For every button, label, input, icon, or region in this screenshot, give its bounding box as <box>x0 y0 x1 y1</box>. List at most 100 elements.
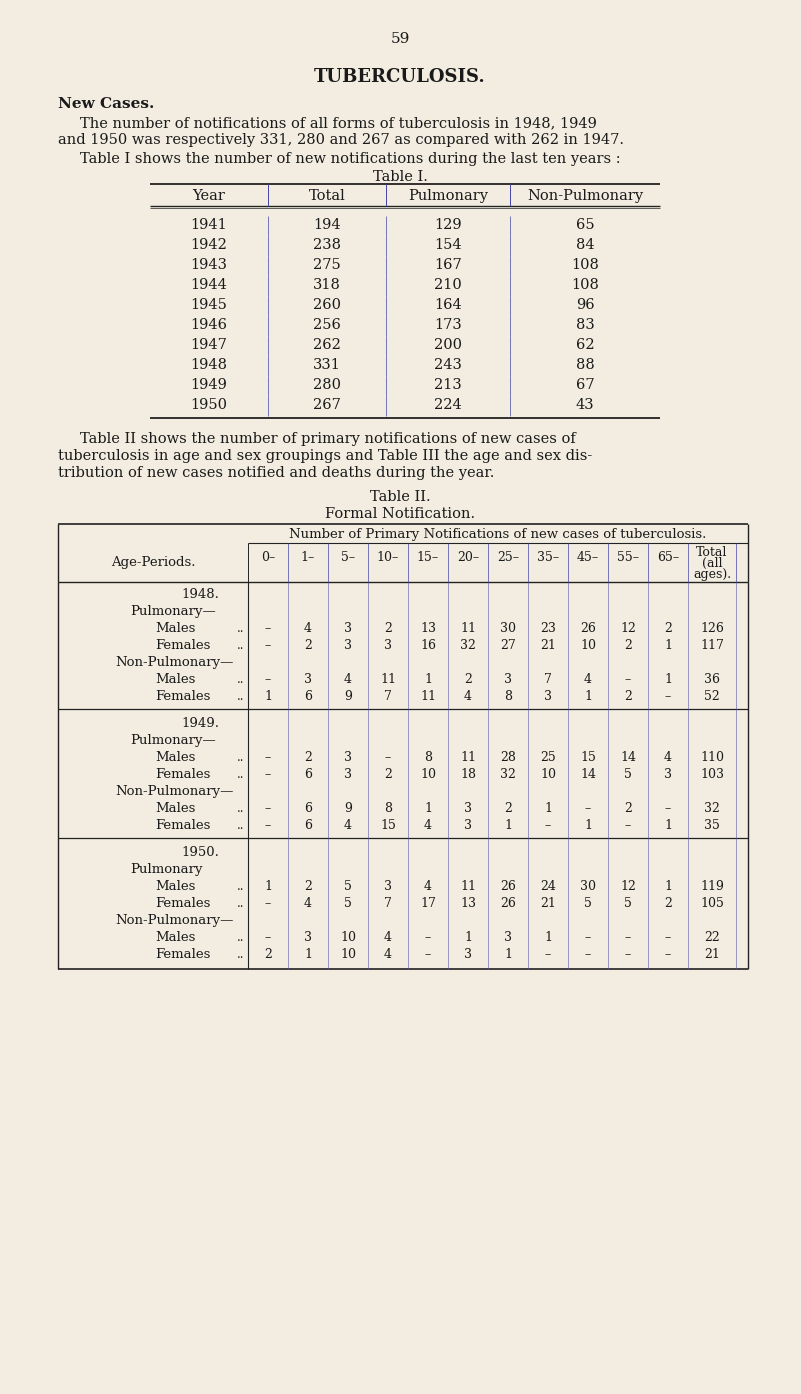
Text: 167: 167 <box>434 258 462 272</box>
Text: –: – <box>425 948 431 960</box>
Text: 0–: 0– <box>261 551 275 565</box>
Text: 5: 5 <box>624 896 632 910</box>
Text: 12: 12 <box>620 622 636 636</box>
Text: Non-Pulmonary—: Non-Pulmonary— <box>115 785 233 797</box>
Text: –: – <box>625 948 631 960</box>
Text: 1: 1 <box>424 673 432 686</box>
Text: 238: 238 <box>313 238 341 252</box>
Text: Males: Males <box>155 673 195 686</box>
Text: –: – <box>384 751 391 764</box>
Text: 9: 9 <box>344 690 352 703</box>
Text: 65: 65 <box>576 217 594 231</box>
Text: 3: 3 <box>304 673 312 686</box>
Text: 7: 7 <box>544 673 552 686</box>
Text: 1: 1 <box>664 880 672 894</box>
Text: 24: 24 <box>540 880 556 894</box>
Text: –: – <box>585 948 591 960</box>
Text: 173: 173 <box>434 318 462 332</box>
Text: 126: 126 <box>700 622 724 636</box>
Text: 52: 52 <box>704 690 720 703</box>
Text: 3: 3 <box>464 802 472 815</box>
Text: 1: 1 <box>664 820 672 832</box>
Text: 17: 17 <box>420 896 436 910</box>
Text: 3: 3 <box>384 880 392 894</box>
Text: 8: 8 <box>424 751 432 764</box>
Text: 25: 25 <box>540 751 556 764</box>
Text: Males: Males <box>155 751 195 764</box>
Text: Pulmonary—: Pulmonary— <box>130 735 215 747</box>
Text: 7: 7 <box>384 896 392 910</box>
Text: 3: 3 <box>344 638 352 652</box>
Text: –: – <box>545 820 551 832</box>
Text: Non-Pulmonary: Non-Pulmonary <box>527 190 643 204</box>
Text: 10: 10 <box>540 768 556 781</box>
Text: 21: 21 <box>540 638 556 652</box>
Text: 3: 3 <box>544 690 552 703</box>
Text: 5: 5 <box>624 768 632 781</box>
Text: Non-Pulmonary—: Non-Pulmonary— <box>115 914 233 927</box>
Text: ..: .. <box>237 802 244 815</box>
Text: 3: 3 <box>384 638 392 652</box>
Text: –: – <box>665 802 671 815</box>
Text: Total: Total <box>696 546 727 559</box>
Text: –: – <box>265 896 271 910</box>
Text: 26: 26 <box>580 622 596 636</box>
Text: (all: (all <box>702 558 723 570</box>
Text: 22: 22 <box>704 931 720 944</box>
Text: –: – <box>265 751 271 764</box>
Text: 4: 4 <box>304 896 312 910</box>
Text: Females: Females <box>155 638 211 652</box>
Text: 2: 2 <box>384 768 392 781</box>
Text: –: – <box>665 931 671 944</box>
Text: ..: .. <box>237 948 244 960</box>
Text: 6: 6 <box>304 690 312 703</box>
Text: 62: 62 <box>576 337 594 353</box>
Text: tuberculosis in age and sex groupings and Table III the age and sex dis-: tuberculosis in age and sex groupings an… <box>58 449 592 463</box>
Text: 4: 4 <box>344 673 352 686</box>
Text: 11: 11 <box>460 880 476 894</box>
Text: –: – <box>425 931 431 944</box>
Text: 2: 2 <box>464 673 472 686</box>
Text: 129: 129 <box>434 217 462 231</box>
Text: 3: 3 <box>464 820 472 832</box>
Text: 9: 9 <box>344 802 352 815</box>
Text: 13: 13 <box>420 622 436 636</box>
Text: –: – <box>545 948 551 960</box>
Text: 256: 256 <box>313 318 341 332</box>
Text: Pulmonary: Pulmonary <box>130 863 203 875</box>
Text: 3: 3 <box>504 673 512 686</box>
Text: 331: 331 <box>313 358 341 372</box>
Text: ..: .. <box>237 690 244 703</box>
Text: –: – <box>265 802 271 815</box>
Text: 164: 164 <box>434 298 462 312</box>
Text: 23: 23 <box>540 622 556 636</box>
Text: 12: 12 <box>620 880 636 894</box>
Text: 55–: 55– <box>617 551 639 565</box>
Text: –: – <box>625 820 631 832</box>
Text: Number of Primary Notifications of new cases of tuberculosis.: Number of Primary Notifications of new c… <box>289 528 706 541</box>
Text: 26: 26 <box>500 880 516 894</box>
Text: 5: 5 <box>584 896 592 910</box>
Text: Females: Females <box>155 820 211 832</box>
Text: 4: 4 <box>384 948 392 960</box>
Text: 5–: 5– <box>341 551 355 565</box>
Text: 4: 4 <box>384 931 392 944</box>
Text: 36: 36 <box>704 673 720 686</box>
Text: ..: .. <box>237 673 244 686</box>
Text: 20–: 20– <box>457 551 479 565</box>
Text: 200: 200 <box>434 337 462 353</box>
Text: 10–: 10– <box>377 551 399 565</box>
Text: 1948: 1948 <box>191 358 227 372</box>
Text: 318: 318 <box>313 277 341 291</box>
Text: 1949.: 1949. <box>181 717 219 730</box>
Text: New Cases.: New Cases. <box>58 98 155 112</box>
Text: 11: 11 <box>460 622 476 636</box>
Text: 4: 4 <box>464 690 472 703</box>
Text: 28: 28 <box>500 751 516 764</box>
Text: Table II.: Table II. <box>370 491 430 505</box>
Text: 4: 4 <box>664 751 672 764</box>
Text: –: – <box>625 673 631 686</box>
Text: –: – <box>265 622 271 636</box>
Text: 2: 2 <box>304 638 312 652</box>
Text: 15: 15 <box>380 820 396 832</box>
